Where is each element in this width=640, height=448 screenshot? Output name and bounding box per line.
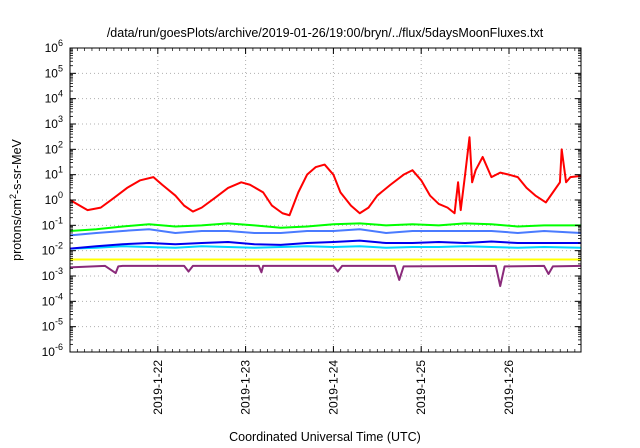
y-tick-exponent: -1 — [55, 215, 63, 225]
y-tick-exponent: 1 — [58, 165, 63, 175]
y-tick-base: 10 — [42, 269, 56, 283]
y-tick-exponent: -4 — [55, 291, 63, 301]
y-tick-base: 10 — [42, 244, 56, 258]
y-tick-label: 10-6 — [42, 342, 63, 359]
x-tick-label: 2019-1-23 — [239, 360, 253, 415]
y-tick-base: 10 — [42, 294, 56, 308]
y-axis-title-rest: -s-sr-MeV — [10, 138, 24, 194]
y-tick-base: 10 — [45, 168, 59, 182]
y-tick-exponent: -5 — [55, 317, 63, 327]
series-line-4 — [69, 239, 581, 250]
x-tick-label: 2019-1-24 — [326, 360, 340, 415]
grid — [70, 48, 581, 352]
x-tick-label: 2019-1-25 — [414, 360, 428, 415]
y-tick-label: 10-3 — [42, 266, 63, 283]
y-tick-label: 105 — [45, 63, 63, 80]
y-tick-label: 103 — [45, 114, 63, 131]
y-axis-title: protons/cm2-s-sr-MeV — [8, 138, 24, 260]
y-tick-base: 10 — [45, 41, 59, 55]
y-tick-exponent: 5 — [58, 63, 63, 73]
y-tick-label: 10-1 — [42, 215, 63, 232]
y-tick-base: 10 — [42, 320, 56, 334]
y-tick-label: 100 — [45, 190, 63, 207]
y-tick-base: 10 — [42, 218, 56, 232]
x-tick-label: 2019-1-22 — [151, 360, 165, 415]
y-tick-label: 101 — [45, 165, 63, 182]
ticks — [69, 47, 581, 353]
series-line-3 — [69, 245, 582, 250]
series-group — [69, 136, 582, 288]
series-line-6 — [69, 264, 582, 288]
series-line-0 — [69, 136, 582, 217]
y-tick-base: 10 — [45, 142, 59, 156]
y-axis-title-main: protons/cm — [10, 199, 24, 261]
series-line-2 — [69, 228, 582, 237]
y-tick-exponent: 0 — [58, 190, 63, 200]
y-tick-labels: 10-610-510-410-310-210-11001011021031041… — [42, 38, 63, 359]
x-axis-title: Coordinated Universal Time (UTC) — [229, 430, 421, 444]
y-tick-exponent: 2 — [58, 139, 63, 149]
y-tick-exponent: 6 — [58, 38, 63, 48]
y-tick-base: 10 — [45, 193, 59, 207]
y-tick-exponent: -2 — [55, 241, 63, 251]
y-tick-label: 104 — [45, 89, 63, 106]
y-tick-label: 102 — [45, 139, 63, 156]
y-tick-base: 10 — [42, 345, 56, 359]
y-tick-exponent: 3 — [58, 114, 63, 124]
y-tick-base: 10 — [45, 117, 59, 131]
y-tick-exponent: -6 — [55, 342, 63, 352]
y-tick-exponent: -3 — [55, 266, 63, 276]
y-tick-label: 10-2 — [42, 241, 63, 258]
x-tick-labels: 2019-1-22 2019-1-23 2019-1-24 2019-1-25 2019… — [151, 360, 516, 415]
y-tick-exponent: 4 — [58, 89, 63, 99]
y-tick-label: 10-4 — [42, 291, 63, 308]
series-line-1 — [69, 222, 581, 232]
y-tick-label: 10-5 — [42, 317, 63, 334]
chart-title: /data/run/goesPlots/archive/2019-01-26/1… — [107, 26, 544, 40]
y-tick-base: 10 — [45, 66, 59, 80]
x-tick-label: 2019-1-26 — [502, 360, 516, 415]
y-tick-base: 10 — [45, 92, 59, 106]
y-tick-label: 106 — [45, 38, 63, 55]
y-axis-title-sup: 2 — [8, 194, 18, 199]
